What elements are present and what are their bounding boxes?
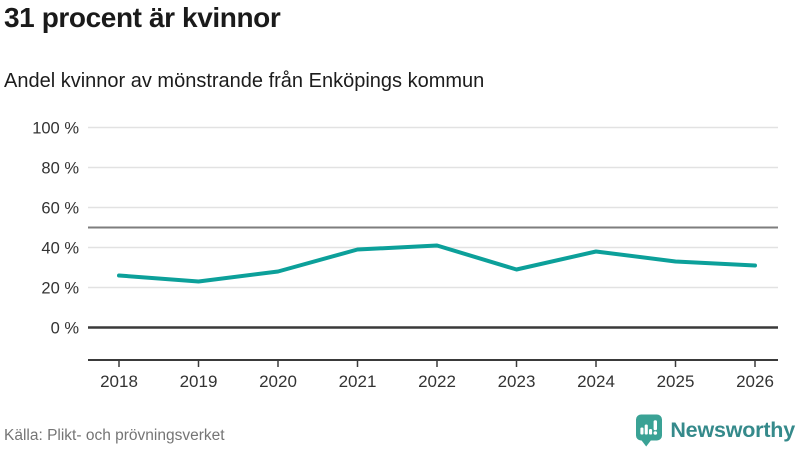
y-tick-label: 40 % <box>41 240 79 258</box>
newsworthy-wordmark: Newsworthy <box>670 418 795 442</box>
y-tick-label: 80 % <box>41 160 79 178</box>
chart-subtitle: Andel kvinnor av mönstrande från Enköpin… <box>4 70 485 92</box>
x-tick-label: 2020 <box>259 372 297 391</box>
x-tick-label: 2022 <box>418 372 456 391</box>
newsworthy-logo: Newsworthy <box>635 414 795 447</box>
y-tick-label: 0 % <box>51 320 80 338</box>
bar-chart-glyph <box>640 420 658 435</box>
x-tick-label: 2024 <box>577 372 615 391</box>
x-tick-label: 2023 <box>498 372 536 391</box>
chart-title: 31 procent är kvinnor <box>4 2 281 33</box>
x-tick-label: 2021 <box>339 372 377 391</box>
y-tick-label: 60 % <box>41 200 79 218</box>
x-tick-label: 2026 <box>736 372 774 391</box>
y-tick-label: 20 % <box>41 280 79 298</box>
x-tick-label: 2019 <box>180 372 218 391</box>
newsworthy-icon <box>636 414 663 447</box>
data-line <box>117 243 757 284</box>
source-note: Källa: Plikt- och prövningsverket <box>4 427 225 444</box>
x-tick-label: 2018 <box>100 372 138 391</box>
x-tick-label: 2025 <box>657 372 695 391</box>
line-chart: 0 % 20 % 40 % 60 % 80 % 100 % 2018 2019 2020 2021… <box>32 120 778 391</box>
y-tick-label: 100 % <box>32 120 79 138</box>
